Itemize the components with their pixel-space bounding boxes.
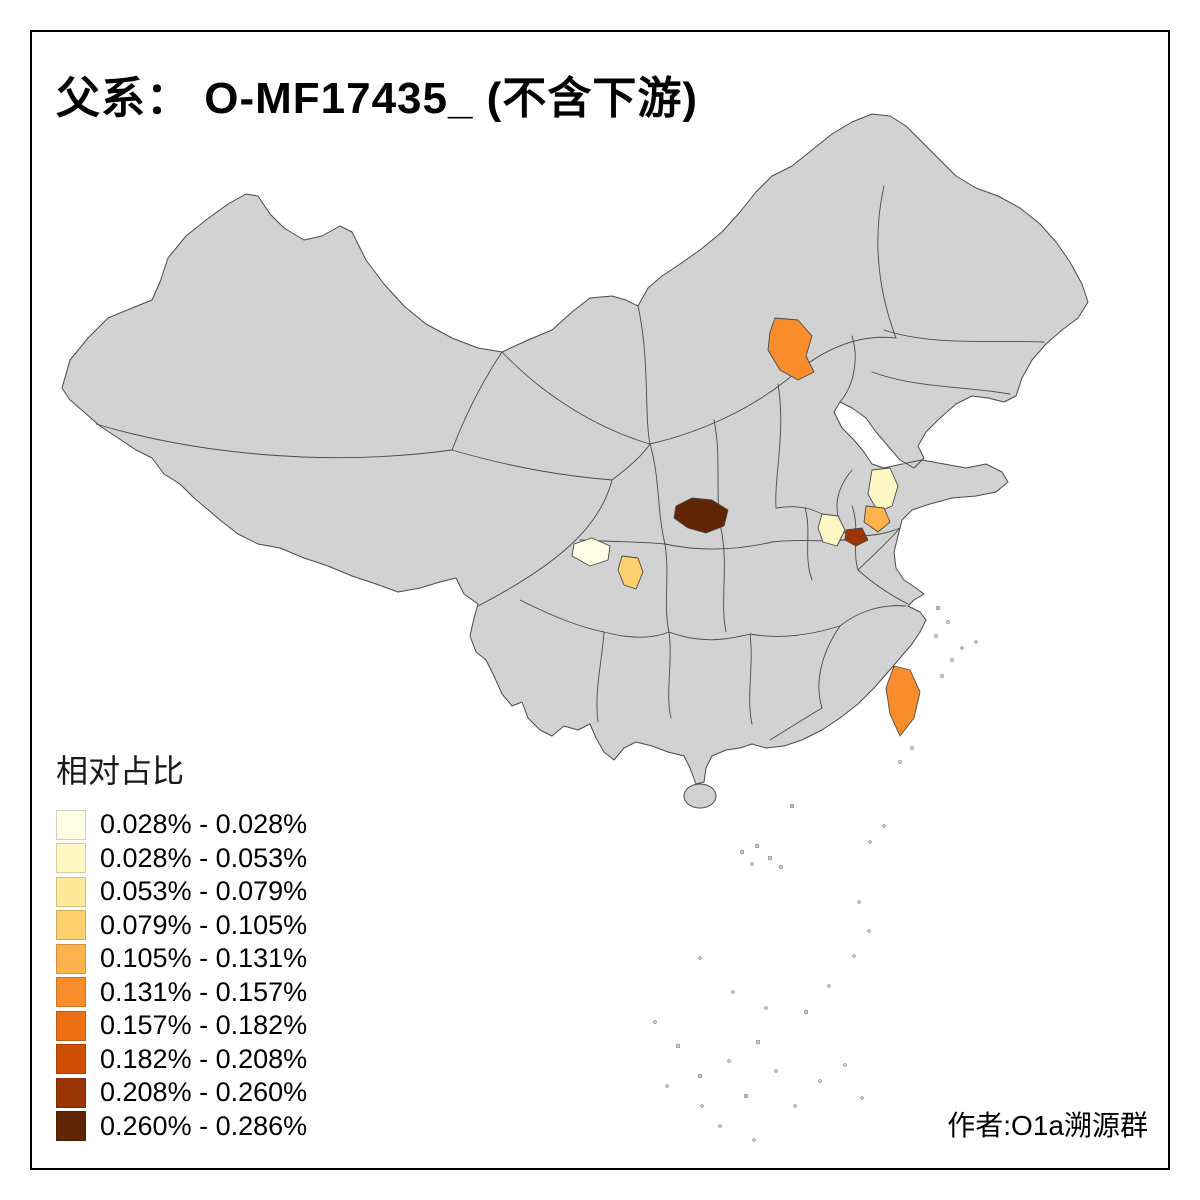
legend-label: 0.028% - 0.053% — [100, 842, 308, 873]
mainland-china-shape — [61, 113, 1089, 785]
legend-item: 0.028% - 0.028% — [56, 808, 307, 842]
author-credit: 作者:O1a溯源群 — [947, 1110, 1148, 1141]
legend-label: 0.260% - 0.286% — [100, 1110, 308, 1141]
region-taiwan — [885, 665, 921, 737]
region-mid-jiangsu — [863, 505, 891, 533]
legend-item: 0.260% - 0.286% — [56, 1110, 307, 1144]
legend-item: 0.053% - 0.079% — [56, 875, 307, 909]
region-north-jiangsu — [867, 467, 899, 513]
legend-title: 相对占比 — [56, 753, 185, 789]
legend-swatch — [56, 1111, 86, 1142]
legend-swatch — [56, 843, 86, 874]
map-title: 父系： O-MF17435_ (不含下游) — [56, 74, 698, 123]
legend-item: 0.157% - 0.182% — [56, 1009, 307, 1043]
hainan-island — [683, 783, 717, 809]
legend-swatch — [56, 876, 86, 907]
legend-label: 0.131% - 0.157% — [100, 976, 308, 1007]
legend-label: 0.157% - 0.182% — [100, 1010, 308, 1041]
south-china-sea-islands — [653, 605, 978, 1142]
legend-label: 0.182% - 0.208% — [100, 1043, 308, 1074]
region-east-anhui — [817, 513, 846, 547]
china-landmass — [61, 113, 1089, 809]
legend-item: 0.131% - 0.157% — [56, 976, 307, 1010]
legend-label: 0.079% - 0.105% — [100, 909, 308, 940]
legend-swatch — [56, 1044, 86, 1075]
region-west-henan — [673, 497, 729, 534]
legend-item: 0.079% - 0.105% — [56, 909, 307, 943]
legend: 相对占比 0.028% - 0.028% 0.028% - 0.053% 0.0… — [56, 746, 307, 1143]
legend-swatch — [56, 1010, 86, 1041]
legend-swatch — [56, 809, 86, 840]
legend-item: 0.182% - 0.208% — [56, 1043, 307, 1077]
region-east-sichuan — [617, 555, 644, 590]
region-beijing — [767, 317, 815, 381]
legend-label: 0.208% - 0.260% — [100, 1077, 308, 1108]
region-chengdu — [571, 537, 611, 567]
legend-item: 0.028% - 0.053% — [56, 842, 307, 876]
highlighted-regions — [571, 317, 921, 737]
legend-swatch — [56, 1077, 86, 1108]
legend-item: 0.105% - 0.131% — [56, 942, 307, 976]
legend-label: 0.053% - 0.079% — [100, 876, 308, 907]
legend-swatch — [56, 943, 86, 974]
region-south-jiangsu — [844, 527, 869, 547]
legend-label: 0.028% - 0.028% — [100, 809, 308, 840]
legend-swatch — [56, 977, 86, 1008]
legend-item: 0.208% - 0.260% — [56, 1076, 307, 1110]
legend-swatch — [56, 910, 86, 941]
legend-label: 0.105% - 0.131% — [100, 943, 308, 974]
